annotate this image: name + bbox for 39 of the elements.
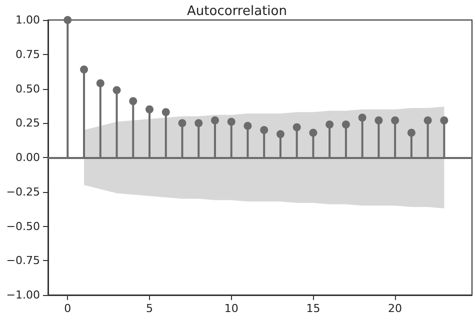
x-tick-label: 10	[224, 302, 238, 315]
y-tick-label: 1.00	[16, 14, 40, 26]
y-tick-label: −0.75	[6, 254, 40, 268]
chart-title: Autocorrelation	[187, 4, 287, 19]
point	[112, 86, 121, 94]
point	[309, 128, 318, 137]
point	[64, 16, 72, 24]
point	[210, 116, 219, 124]
point	[162, 108, 170, 116]
y-tick-label: −1.00	[6, 288, 40, 302]
point	[227, 118, 236, 126]
point	[358, 114, 366, 122]
point	[424, 116, 432, 124]
point	[440, 116, 448, 124]
point	[342, 120, 350, 128]
x-tick-label: 0	[64, 302, 72, 315]
point	[244, 122, 252, 130]
point	[292, 123, 301, 132]
point	[129, 97, 138, 106]
x-tick-label: 5	[146, 302, 153, 315]
point	[178, 119, 186, 128]
point	[326, 120, 334, 128]
y-tick-label: 0.50	[16, 82, 40, 96]
point	[374, 116, 383, 124]
y-tick-label: 0.75	[16, 48, 40, 61]
point	[96, 79, 104, 88]
point	[407, 128, 416, 137]
y-tick-label: 0.25	[16, 116, 40, 130]
point	[146, 105, 154, 114]
x-tick-label: 15	[306, 302, 320, 315]
y-tick-label: −0.50	[6, 220, 40, 233]
y-tick-label: 0.00	[16, 151, 40, 164]
point	[260, 126, 268, 134]
point	[80, 66, 88, 74]
point	[391, 116, 400, 124]
x-tick-label: 20	[388, 302, 402, 315]
point	[276, 130, 284, 138]
point	[194, 119, 203, 128]
y-tick-label: −0.25	[6, 185, 40, 198]
